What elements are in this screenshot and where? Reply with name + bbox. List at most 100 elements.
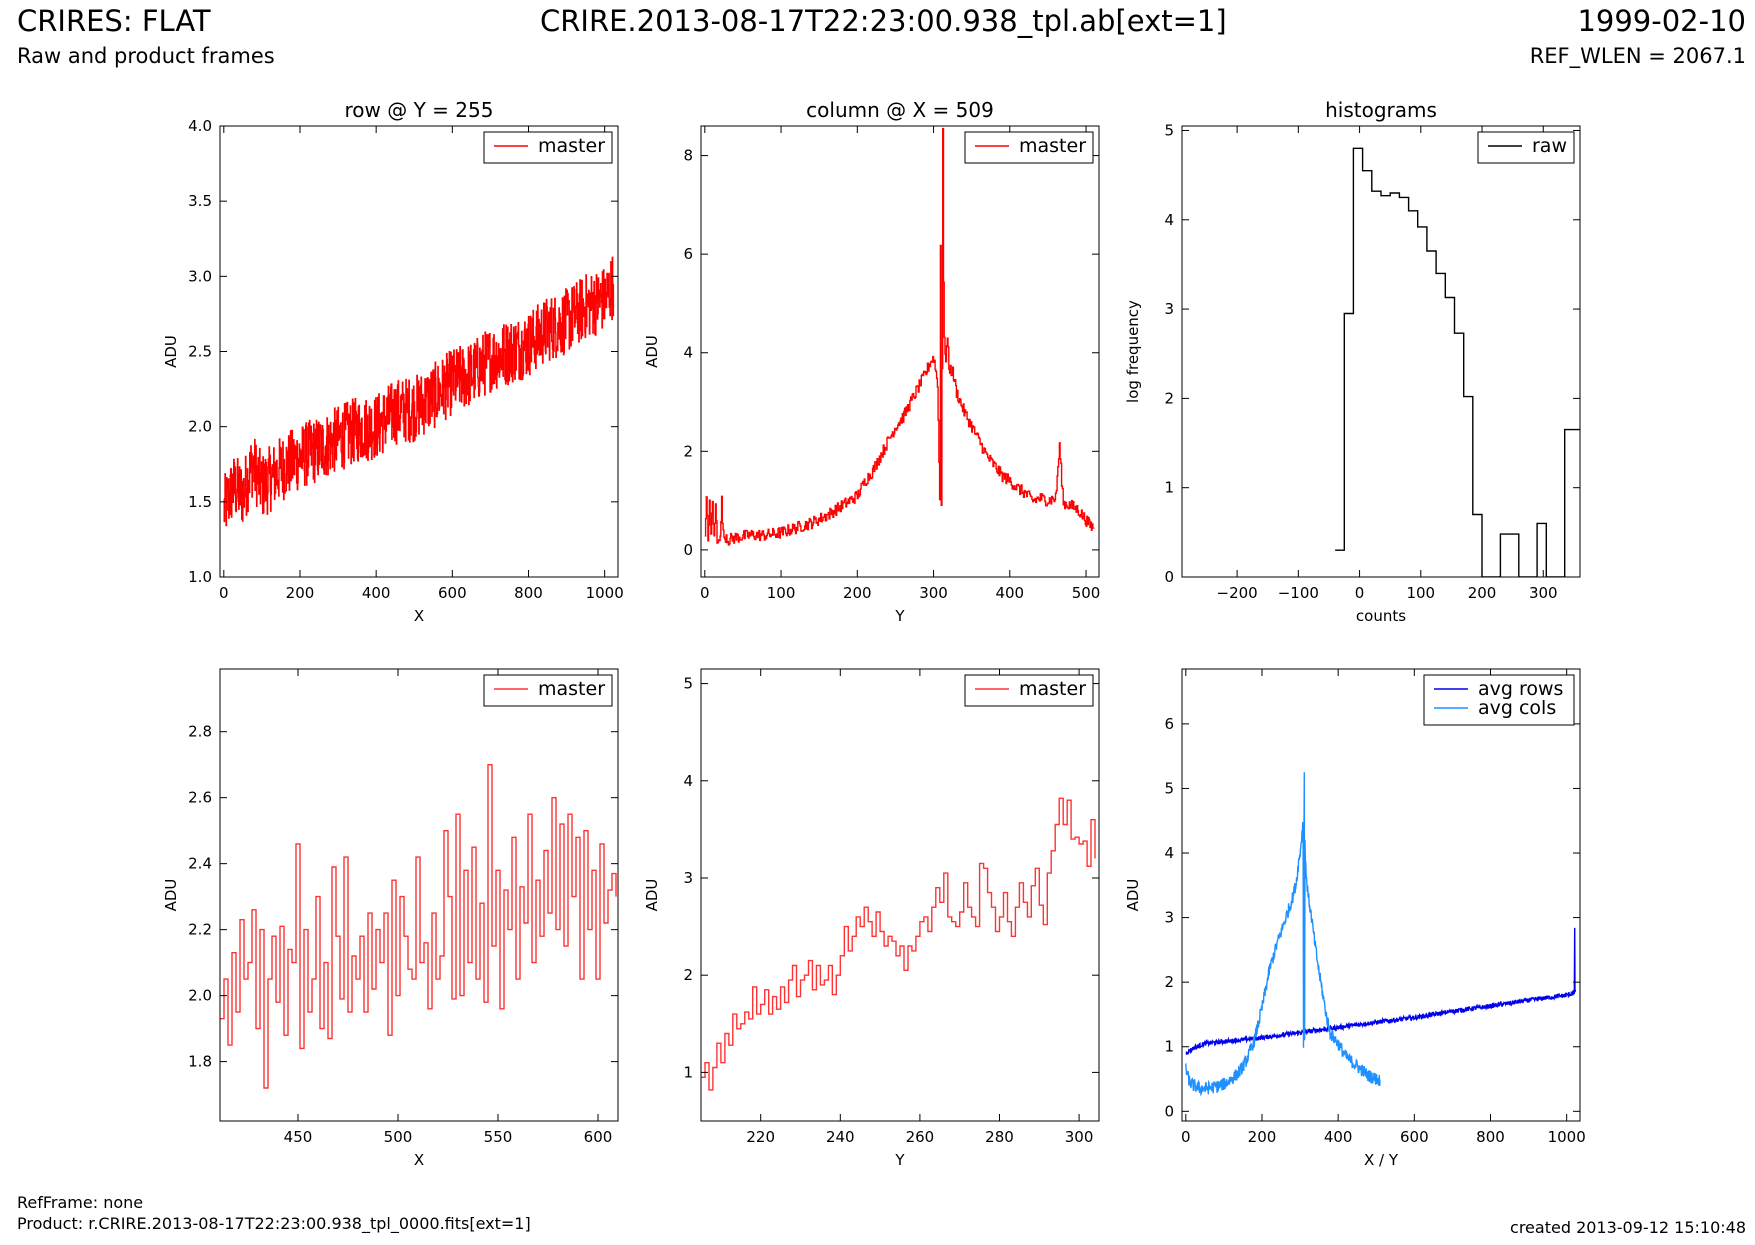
- x-tick-label: 400: [995, 584, 1024, 602]
- x-tick-label: 100: [767, 584, 796, 602]
- x-tick-label: 1000: [1548, 1128, 1586, 1146]
- legend-box: [964, 674, 1094, 707]
- y-tick-label: 1: [683, 1063, 693, 1081]
- y-tick-label: 5: [1164, 779, 1174, 797]
- y-tick-label: 8: [683, 147, 693, 165]
- y-tick-label: 1.0: [188, 568, 212, 586]
- y-axis-label: ADU: [162, 879, 180, 912]
- chart-column: 0 100 200 300 400 500 0 2 4 6 8 column @ X = 509 Y AD…: [643, 98, 1100, 625]
- y-tick-label: 2.0: [188, 418, 212, 436]
- product-label: Product: r.CRIRE.2013-08-17T22:23:00.938…: [17, 1214, 531, 1233]
- chart-title: column @ X = 509: [806, 98, 994, 122]
- y-tick-label: 2.8: [188, 723, 212, 741]
- x-tick-label: 500: [1072, 584, 1101, 602]
- y-tick-label: 6: [683, 245, 693, 263]
- report-date: 1999-02-10: [1577, 4, 1746, 38]
- x-tick-label: 300: [1065, 1128, 1094, 1146]
- plot-frame: [219, 125, 619, 578]
- y-tick-label: 3.0: [188, 267, 212, 285]
- y-tick-label: 2.0: [188, 987, 212, 1005]
- legend: master: [483, 674, 613, 707]
- x-tick-label: 200: [843, 584, 872, 602]
- legend-label: avg cols: [1478, 697, 1556, 719]
- y-tick-label: 4: [1164, 211, 1174, 229]
- chart-title: row @ Y = 255: [345, 98, 494, 122]
- report-title: CRIRES: FLAT: [17, 4, 211, 38]
- x-tick-label: 0: [1181, 1128, 1191, 1146]
- series-line-averages-0: [1185, 927, 1577, 1056]
- x-tick-label: 400: [1324, 1128, 1353, 1146]
- y-tick-label: 3.5: [188, 192, 212, 210]
- chart-title: histograms: [1325, 98, 1437, 122]
- legend: master: [964, 674, 1094, 707]
- y-tick-label: 1: [1164, 479, 1174, 497]
- legend-label: master: [1019, 678, 1086, 700]
- legend-label: master: [538, 678, 605, 700]
- legend-label: master: [538, 135, 605, 157]
- legend: master: [964, 131, 1094, 164]
- x-tick-label: 100: [1406, 584, 1435, 602]
- legend-box: [483, 131, 613, 164]
- chart-row: 0 200 400 600 800 1000 1.0 1.5 2.0 2.5 3.0 3.5 4.0 ro…: [162, 98, 624, 625]
- y-tick-label: 2: [683, 442, 693, 460]
- x-tick-label: 550: [484, 1128, 513, 1146]
- y-tick-label: 3: [1164, 300, 1174, 318]
- x-tick-label: 800: [514, 584, 543, 602]
- y-tick-label: 2.4: [188, 855, 212, 873]
- y-tick-label: 4: [683, 344, 693, 362]
- legend: raw: [1477, 131, 1575, 164]
- y-tick-label: 2.2: [188, 921, 212, 939]
- x-tick-label: 300: [919, 584, 948, 602]
- plot-frame: [219, 668, 619, 1122]
- y-tick-label: 2.5: [188, 343, 212, 361]
- y-tick-label: 4: [1164, 844, 1174, 862]
- x-tick-label: 300: [1529, 584, 1558, 602]
- y-tick-label: 0: [1164, 1102, 1174, 1120]
- x-tick-label: 280: [985, 1128, 1014, 1146]
- x-tick-label: 1000: [586, 584, 624, 602]
- y-tick-label: 1: [1164, 1038, 1174, 1056]
- chart-row-zoom: 450 500 550 600 1.8 2.0 2.2 2.4 2.6 2.8 X ADU master: [162, 668, 619, 1169]
- x-tick-label: 0: [700, 584, 710, 602]
- ref-wavelength: REF_WLEN = 2067.1: [1529, 44, 1746, 68]
- chart-column-zoom: 220 240 260 280 300 1 2 3 4 5 Y ADU master: [643, 668, 1100, 1169]
- x-tick-label: 200: [286, 584, 315, 602]
- y-tick-label: 4: [683, 772, 693, 790]
- y-tick-label: 0: [1164, 568, 1174, 586]
- y-tick-label: 0: [683, 541, 693, 559]
- y-tick-label: 2: [1164, 389, 1174, 407]
- x-tick-label: 500: [384, 1128, 413, 1146]
- legend-label: avg rows: [1478, 678, 1563, 700]
- y-axis-label: ADU: [643, 335, 661, 368]
- y-tick-label: 1.5: [188, 493, 212, 511]
- y-axis-label: ADU: [162, 335, 180, 368]
- series-line-row-0: [223, 256, 615, 527]
- plot-frame: [700, 125, 1100, 578]
- x-axis-label: X / Y: [1364, 1151, 1399, 1169]
- x-tick-label: 200: [1248, 1128, 1277, 1146]
- x-tick-label: 220: [746, 1128, 775, 1146]
- y-axis-label: ADU: [1124, 879, 1142, 912]
- y-tick-label: 1.8: [188, 1053, 212, 1071]
- x-tick-label: 600: [438, 584, 467, 602]
- legend-label: master: [1019, 135, 1086, 157]
- x-axis-label: X: [414, 607, 424, 625]
- legend-box: [483, 674, 613, 707]
- series-line-column-0: [704, 127, 1095, 546]
- y-tick-label: 2: [1164, 973, 1174, 991]
- plot-frame: [700, 668, 1100, 1122]
- chart-averages: 0 200 400 600 800 1000 0 1 2 3 4 5 6 X / Y ADU avg rows…: [1124, 668, 1586, 1169]
- series-line-column-zoom-0: [701, 797, 1096, 1091]
- y-axis-label: log frequency: [1124, 300, 1142, 403]
- x-tick-label: 400: [362, 584, 391, 602]
- x-axis-label: Y: [894, 607, 905, 625]
- legend-box: [1423, 674, 1575, 726]
- legend-box: [1477, 131, 1575, 164]
- chart-histograms: −200 −100 0 100 200 300 0 1 2 3 4 5 histograms counts…: [1124, 98, 1581, 625]
- ref-frame-label: RefFrame: none: [17, 1193, 144, 1212]
- y-tick-label: 6: [1164, 715, 1174, 733]
- series-line-histograms-0: [1335, 147, 1580, 577]
- plot-frame: [1181, 125, 1581, 578]
